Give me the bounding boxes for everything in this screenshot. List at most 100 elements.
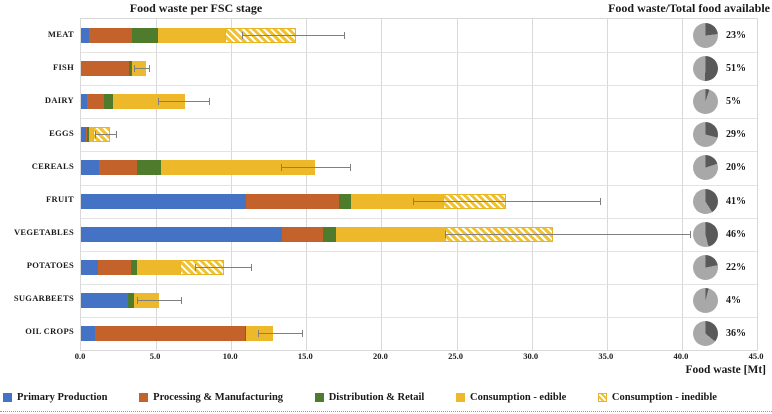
error-bar [195, 263, 253, 271]
category-label: SUGARBEETS [13, 293, 74, 304]
bar-oil-crops [81, 325, 274, 341]
segment-distribution-retail [130, 259, 137, 275]
x-tick: 15.0 [297, 351, 313, 361]
row-separator [81, 118, 757, 120]
segment-primary-production [81, 160, 100, 176]
pie-column-title: Food waste/Total food available [608, 1, 770, 15]
x-tick: 35.0 [598, 351, 614, 361]
legend-swatch-icon [139, 393, 149, 402]
error-bar [94, 131, 118, 139]
bar-cereals [81, 160, 316, 176]
x-tick: 25.0 [448, 351, 463, 361]
legend-label: Distribution & Retail [328, 392, 425, 403]
row-separator [81, 217, 757, 219]
legend-item-processing-manufacturing: Processing & Manufacturing [139, 392, 283, 403]
error-bar [241, 32, 346, 40]
segment-consumption-edible [157, 28, 226, 44]
pie-chart [693, 56, 718, 82]
segment-distribution-retail [132, 28, 158, 44]
x-tick: 20.0 [373, 351, 388, 361]
legend-item-primary-production: Primary Production [3, 392, 108, 403]
pie-percentage: 20% [726, 162, 746, 174]
category-label: CEREALS [31, 160, 74, 171]
error-bar [280, 164, 352, 172]
segment-distribution-retail [129, 61, 133, 77]
error-bar [258, 329, 304, 337]
category-label: MEAT [47, 28, 74, 39]
segment-distribution-retail [339, 193, 352, 209]
plot-area: 23% 51% 5% 29% 20% 41% 46% 22% 4% 36% [80, 18, 758, 351]
pie-percentage: 51% [726, 63, 746, 75]
legend-label: Processing & Manufacturing [153, 392, 284, 403]
segment-primary-production [81, 193, 247, 209]
pie-percentage: 46% [726, 228, 746, 240]
legend-swatch-icon [597, 393, 607, 402]
segment-processing-manufacturing [99, 160, 137, 176]
legend-label: Consumption - inedible [611, 392, 717, 403]
figure-bottom-rule [0, 411, 772, 412]
row-separator [81, 52, 757, 54]
segment-primary-production [81, 259, 98, 275]
category-axis: MEAT FISH DAIRY EGGS CEREALS FRUIT VEGETABLES P… [0, 18, 74, 349]
pie-percentage: 36% [726, 327, 746, 339]
pie-percentage: 4% [726, 294, 741, 306]
pie-chart [693, 155, 718, 181]
error-bar [136, 296, 182, 304]
row-separator [81, 250, 757, 252]
segment-primary-production [81, 127, 86, 143]
segment-primary-production [81, 28, 89, 44]
legend-swatch-icon [3, 393, 12, 402]
category-label: POTATOES [26, 260, 74, 271]
pie-percentage: 23% [726, 30, 746, 42]
error-bar [412, 197, 601, 205]
x-tick: 5.0 [149, 351, 161, 361]
x-tick: 0.0 [74, 351, 86, 361]
x-axis-ticks: 0.0 5.0 10.0 15.0 20.0 25.0 30.0 35.0 40.0 45.0 [0, 351, 772, 363]
segment-consumption-edible [112, 94, 185, 110]
legend-swatch-icon [314, 393, 324, 402]
row-separator [81, 151, 757, 153]
x-tick: 10.0 [222, 351, 238, 361]
category-label: OIL CROPS [25, 326, 74, 337]
legend-label: Primary Production [17, 392, 108, 403]
pie-percentage: 5% [726, 96, 741, 108]
segment-distribution-retail [322, 226, 337, 242]
error-bar [157, 98, 211, 106]
gridline [757, 19, 758, 350]
segment-consumption-edible [336, 226, 445, 242]
segment-distribution-retail [103, 94, 113, 110]
pie-percentage: 22% [726, 261, 746, 273]
segment-consumption-edible [160, 160, 316, 176]
bar-chart-title: Food waste per FSC stage [129, 1, 263, 15]
segment-primary-production [81, 94, 87, 110]
segment-processing-manufacturing [94, 325, 245, 341]
row-separator [81, 184, 757, 186]
segment-distribution-retail [244, 325, 247, 341]
category-label: EGGS [49, 127, 74, 138]
segment-processing-manufacturing [81, 61, 130, 77]
row-separator [81, 283, 757, 285]
legend-item-consumption-edible: Consumption - edible [456, 392, 566, 403]
segment-processing-manufacturing [246, 193, 340, 209]
pie-chart [693, 23, 718, 49]
x-tick: 45.0 [748, 351, 764, 361]
x-tick: 40.0 [673, 351, 689, 361]
pie-chart [693, 122, 718, 148]
segment-processing-manufacturing [87, 94, 104, 110]
segment-distribution-retail [136, 160, 161, 176]
pie-percentage: 29% [726, 129, 746, 141]
segment-consumption-edible [88, 127, 93, 143]
legend-item-consumption-inedible: Consumption - inedible [597, 392, 717, 403]
segment-processing-manufacturing [282, 226, 323, 242]
row-separator [81, 316, 757, 318]
legend: Primary Production Processing & Manufactu… [3, 392, 717, 403]
segment-processing-manufacturing [88, 28, 133, 44]
category-label: DAIRY [44, 94, 74, 105]
pie-chart [693, 221, 718, 247]
category-label: FRUIT [46, 194, 74, 205]
row-separator [81, 85, 757, 87]
legend-item-distribution-retail: Distribution & Retail [314, 392, 425, 403]
x-tick: 30.0 [523, 351, 539, 361]
x-axis-label: Food waste [Mt] [685, 364, 766, 376]
